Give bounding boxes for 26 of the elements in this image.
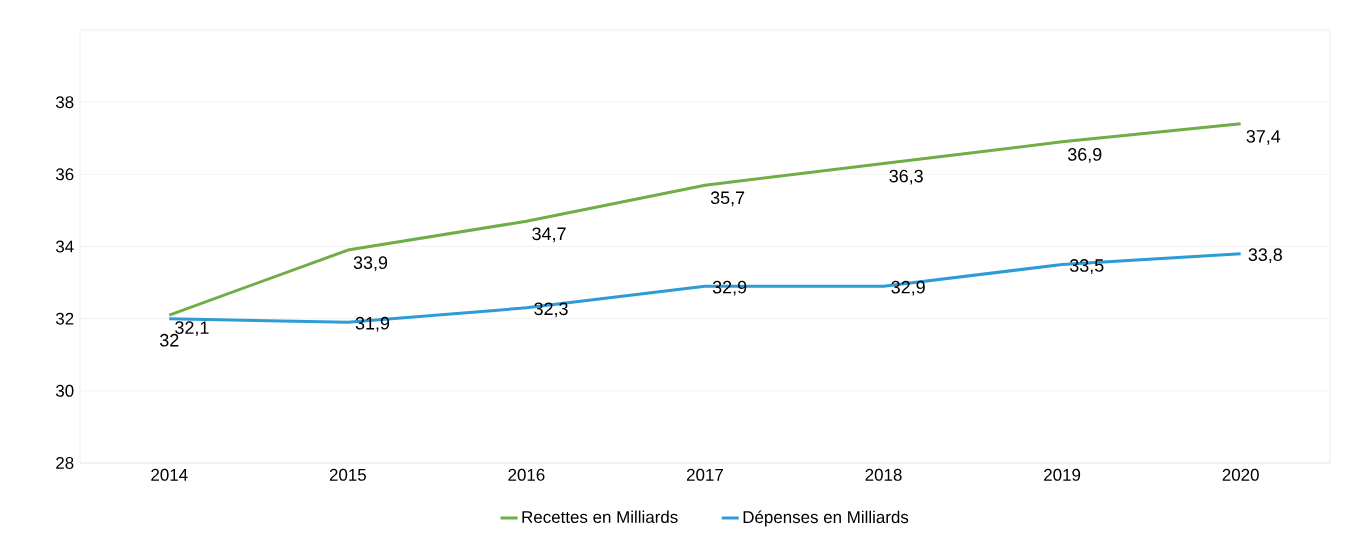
data-label: 33,9 xyxy=(353,256,388,272)
data-label: 32,9 xyxy=(891,280,925,296)
x-tick-label: 2014 xyxy=(151,468,188,481)
legend-label: Recettes en Milliards xyxy=(522,510,678,524)
data-label: 32,3 xyxy=(534,302,568,318)
y-tick-label: 36 xyxy=(55,168,74,181)
x-tick-label: 2019 xyxy=(1044,468,1081,481)
data-label: 35,7 xyxy=(710,191,745,207)
data-label: 36,9 xyxy=(1067,148,1102,163)
y-tick-label: 30 xyxy=(55,384,74,397)
y-tick-label: 28 xyxy=(56,457,74,469)
data-label: 37,4 xyxy=(1246,130,1281,145)
line-series xyxy=(167,122,1243,317)
x-tick-label: 2015 xyxy=(329,468,366,481)
data-label: 33,8 xyxy=(1248,248,1282,264)
x-tick-label: 2018 xyxy=(865,468,902,481)
data-label: 31,9 xyxy=(355,316,390,332)
x-tick-label: 2020 xyxy=(1222,468,1259,481)
x-tick-label: 2017 xyxy=(686,468,723,481)
x-tick-label: 2016 xyxy=(508,468,545,481)
y-tick-label: 34 xyxy=(55,240,74,253)
legend-label: Dépenses en Milliards xyxy=(743,510,909,527)
data-label: 34,7 xyxy=(532,227,566,243)
data-label: 36,3 xyxy=(889,169,923,185)
y-tick-label: 32 xyxy=(55,312,74,325)
y-tick-label: 38 xyxy=(55,96,74,109)
